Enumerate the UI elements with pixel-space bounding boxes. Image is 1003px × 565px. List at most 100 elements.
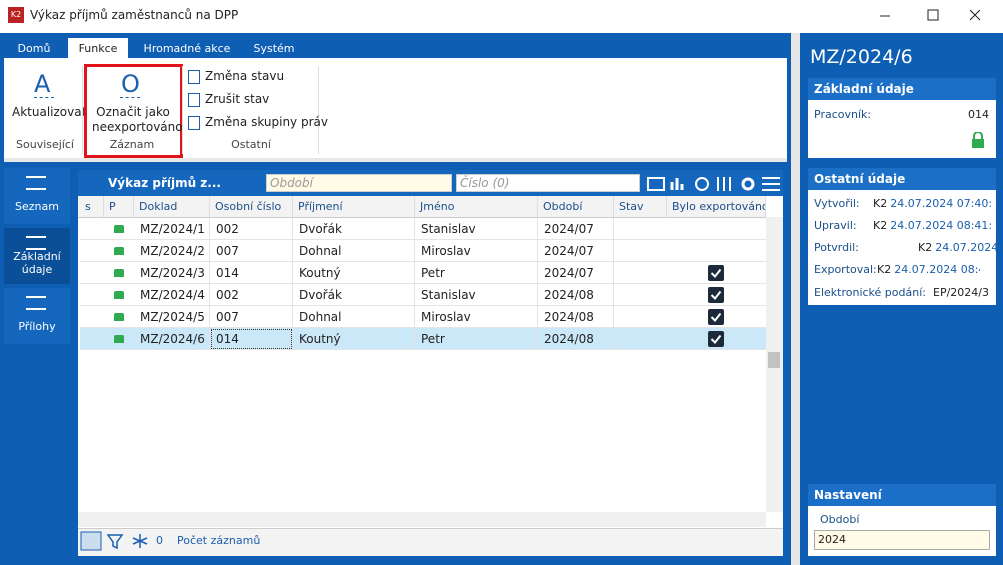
window-controls[interactable] — [860, 0, 1003, 32]
grid-row[interactable] — [80, 218, 766, 240]
grid-row[interactable] — [80, 306, 766, 328]
period-filter[interactable]: Období — [266, 174, 452, 192]
grid-cell: 2024/08 — [538, 306, 614, 328]
grid-cell: Petr — [415, 328, 538, 350]
grid-cell: MZ/2024/2 — [134, 240, 210, 262]
nav-label[interactable]: Základní údaje — [13, 250, 61, 276]
ribbon-button[interactable]: Změna skupiny práv — [205, 115, 328, 129]
period-input[interactable]: 2024 — [814, 530, 990, 550]
date-link[interactable]: 24.07.2024 07:40:20 — [890, 197, 993, 210]
nav-label[interactable]: Seznam — [15, 200, 59, 213]
group-label: Související — [16, 138, 74, 151]
section-header[interactable]: Základní údaje — [808, 78, 996, 100]
icon-line — [34, 97, 54, 98]
column-header[interactable]: Stav — [614, 196, 667, 217]
lock-icon — [972, 132, 984, 148]
button-icon[interactable] — [188, 70, 200, 84]
field-value: 014 — [968, 108, 989, 121]
mark-button[interactable]: neexportováno — [92, 120, 183, 134]
date-link[interactable]: 24.07.2024 — [935, 241, 999, 254]
toolbar-icons[interactable] — [644, 174, 782, 194]
grid-cell: Miroslav — [415, 240, 538, 262]
field-label: Období — [820, 513, 860, 526]
ribbon-tab[interactable]: Funkce — [68, 38, 128, 58]
separator — [82, 66, 83, 154]
column-header[interactable]: Bylo exportováno — [667, 196, 766, 217]
mark-button[interactable]: Označit jako — [96, 105, 170, 119]
nav-label[interactable]: Přílohy — [18, 320, 56, 333]
nav-icon — [26, 176, 46, 190]
button-icon[interactable] — [188, 116, 200, 130]
ribbon-button[interactable]: Zrušit stav — [205, 92, 270, 106]
highlight — [84, 64, 183, 158]
user: K2 — [877, 263, 892, 276]
checkbox[interactable] — [708, 243, 724, 259]
footer-icons[interactable] — [80, 531, 170, 551]
grid-cell: MZ/2024/3 — [134, 262, 210, 284]
mark-icon[interactable]: O — [121, 70, 140, 98]
user: K2 — [918, 241, 933, 254]
lock-icon — [114, 335, 124, 343]
grid-cell: Dvořák — [293, 284, 415, 306]
grid-cell: Miroslav — [415, 306, 538, 328]
separator — [182, 66, 183, 154]
grid-cell: 2024/08 — [538, 328, 614, 350]
grid-cell: Stanislav — [415, 284, 538, 306]
grid-cell: 002 — [210, 284, 293, 306]
column-header[interactable]: s — [80, 196, 104, 217]
field-label: Vytvořil: — [814, 197, 860, 210]
scroll-thumb[interactable] — [768, 352, 780, 368]
ribbon-button[interactable]: Změna stavu — [205, 69, 285, 83]
ribbon-tab[interactable]: Systém — [253, 42, 295, 55]
record-count[interactable]: Počet záznamů — [177, 534, 261, 547]
column-header[interactable]: Jméno — [415, 196, 538, 217]
field-value: EP/2024/3 — [933, 286, 989, 299]
grid-row[interactable] — [80, 262, 766, 284]
checkbox[interactable] — [708, 221, 724, 237]
view-name[interactable]: Výkaz příjmů z... — [108, 176, 221, 190]
column-header[interactable]: Doklad — [134, 196, 210, 217]
column-header[interactable]: P — [104, 196, 134, 217]
grid-cell: Petr — [415, 262, 538, 284]
grid-cell: MZ/2024/6 — [134, 328, 210, 350]
grid-cell: 2024/07 — [538, 240, 614, 262]
checkbox[interactable] — [708, 309, 724, 325]
checkbox[interactable] — [708, 331, 724, 347]
app-icon: K2 — [8, 7, 24, 23]
column-header[interactable]: Příjmení — [293, 196, 415, 217]
grid-cell: 002 — [210, 218, 293, 240]
ribbon-tab[interactable]: Hromadné akce — [143, 42, 231, 55]
field-label: Exportoval: — [814, 263, 877, 276]
checkbox[interactable] — [708, 287, 724, 303]
grid-row[interactable] — [80, 284, 766, 306]
section-header[interactable]: Ostatní údaje — [808, 168, 996, 190]
grid-cell: Stanislav — [415, 218, 538, 240]
grid-cell: MZ/2024/5 — [134, 306, 210, 328]
refresh-button[interactable]: Aktualizovat — [12, 105, 87, 119]
splitter[interactable] — [791, 33, 800, 565]
section-body — [808, 190, 996, 305]
date-link[interactable]: 24.07.2024 08:43:... — [894, 263, 980, 276]
column-header[interactable]: Osobní číslo — [210, 196, 293, 217]
number-filter[interactable]: Číslo (0) — [456, 174, 640, 192]
grid-row[interactable] — [80, 328, 766, 350]
refresh-icon[interactable]: A — [34, 70, 51, 98]
button-icon[interactable] — [188, 93, 200, 107]
grid-cell: MZ/2024/1 — [134, 218, 210, 240]
nav-icon — [26, 296, 46, 310]
grid-cell: 014 — [210, 262, 293, 284]
grid-cell: 2024/07 — [538, 218, 614, 240]
section-header[interactable]: Nastavení — [808, 484, 996, 506]
column-header[interactable]: Období — [538, 196, 614, 217]
grid-cell: MZ/2024/4 — [134, 284, 210, 306]
grid-row[interactable] — [80, 240, 766, 262]
checkbox[interactable] — [708, 265, 724, 281]
ribbon-tab[interactable]: Domů — [17, 42, 51, 55]
grid-cell: 2024/07 — [538, 262, 614, 284]
field-label: Elektronické podání: — [814, 286, 926, 299]
date-link[interactable]: 24.07.2024 08:41:37 — [890, 219, 993, 232]
field-label: Pracovník: — [814, 108, 872, 121]
group-label: Záznam — [109, 138, 155, 151]
h-scrollbar[interactable] — [78, 512, 766, 527]
